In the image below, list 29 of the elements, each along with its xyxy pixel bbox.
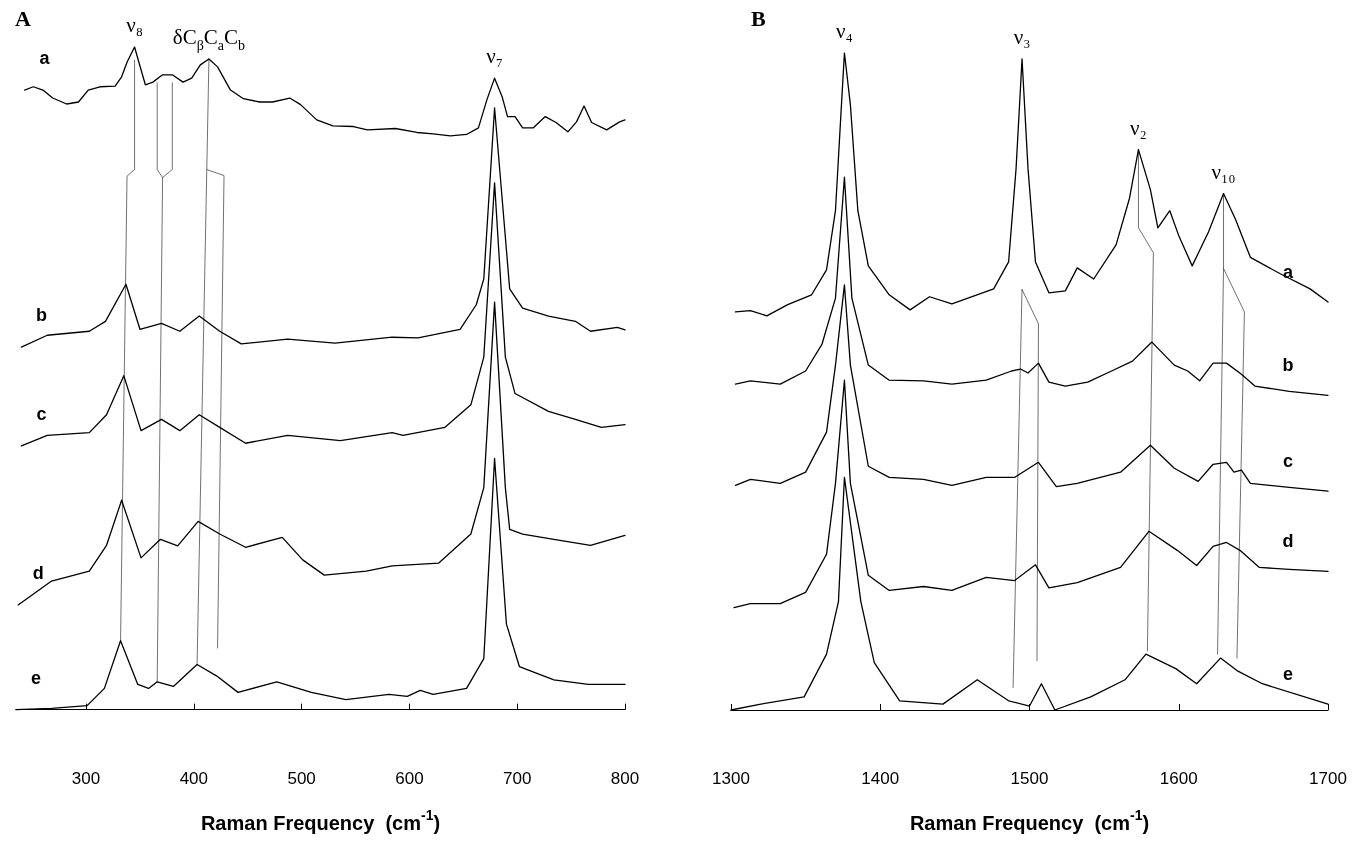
series-label: a (1282, 262, 1294, 283)
x-tick-label: 1300 (712, 769, 750, 788)
annotation: ν₇ (486, 44, 503, 69)
x-tick-label: 1700 (1309, 769, 1347, 788)
series-label: d (1282, 531, 1294, 552)
series-label: a (39, 48, 51, 69)
x-tick-label: 300 (71, 769, 101, 788)
chart-title: A (15, 5, 31, 31)
series-label: d (32, 562, 44, 583)
chart-title: B (751, 5, 766, 31)
x-tick-label: 1500 (1010, 769, 1049, 788)
x-tick-label: 500 (287, 769, 316, 788)
x-tick-label: 800 (610, 769, 640, 788)
series-label: c (1282, 451, 1294, 472)
series-label: c (36, 403, 47, 424)
x-tick-label: 700 (503, 769, 532, 788)
x-tick-label: 600 (395, 769, 424, 788)
annotation: ν₁₀ (1211, 159, 1236, 184)
series-label: e (1282, 664, 1294, 685)
x-tick-label: 1400 (861, 769, 900, 788)
annotation: ν₂ (1130, 115, 1147, 140)
x-tick-label: 400 (179, 769, 209, 788)
annotation: ν₈ (126, 13, 143, 38)
series-label: b (1282, 355, 1294, 376)
annotation: ν₃ (1013, 25, 1031, 50)
annotation: ν₄ (836, 19, 853, 44)
series-label: e (30, 667, 42, 688)
series-label: b (35, 305, 47, 326)
x-tick-label: 1600 (1159, 769, 1198, 788)
